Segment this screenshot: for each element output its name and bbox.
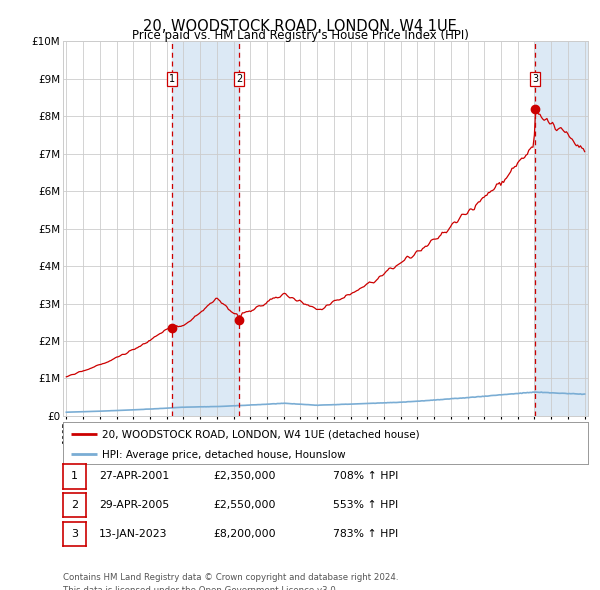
Text: Contains HM Land Registry data © Crown copyright and database right 2024.
This d: Contains HM Land Registry data © Crown c… — [63, 573, 398, 590]
Text: 13-JAN-2023: 13-JAN-2023 — [99, 529, 167, 539]
Text: Price paid vs. HM Land Registry's House Price Index (HPI): Price paid vs. HM Land Registry's House … — [131, 30, 469, 42]
Bar — [560, 41, 600, 416]
Text: 29-APR-2005: 29-APR-2005 — [99, 500, 169, 510]
Text: 3: 3 — [71, 529, 78, 539]
Bar — [535, 41, 600, 416]
Bar — [172, 41, 239, 416]
Text: 2: 2 — [236, 74, 242, 84]
Text: 553% ↑ HPI: 553% ↑ HPI — [333, 500, 398, 510]
Text: 783% ↑ HPI: 783% ↑ HPI — [333, 529, 398, 539]
Text: 708% ↑ HPI: 708% ↑ HPI — [333, 471, 398, 481]
Text: HPI: Average price, detached house, Hounslow: HPI: Average price, detached house, Houn… — [103, 450, 346, 460]
Text: 1: 1 — [169, 74, 175, 84]
Text: 1: 1 — [71, 471, 78, 481]
Text: 27-APR-2001: 27-APR-2001 — [99, 471, 169, 481]
Text: 3: 3 — [532, 74, 538, 84]
Text: £8,200,000: £8,200,000 — [213, 529, 275, 539]
Text: 20, WOODSTOCK ROAD, LONDON, W4 1UE (detached house): 20, WOODSTOCK ROAD, LONDON, W4 1UE (deta… — [103, 430, 420, 440]
Text: 2: 2 — [71, 500, 78, 510]
Text: £2,550,000: £2,550,000 — [213, 500, 275, 510]
Text: 20, WOODSTOCK ROAD, LONDON, W4 1UE: 20, WOODSTOCK ROAD, LONDON, W4 1UE — [143, 19, 457, 34]
Text: £2,350,000: £2,350,000 — [213, 471, 275, 481]
